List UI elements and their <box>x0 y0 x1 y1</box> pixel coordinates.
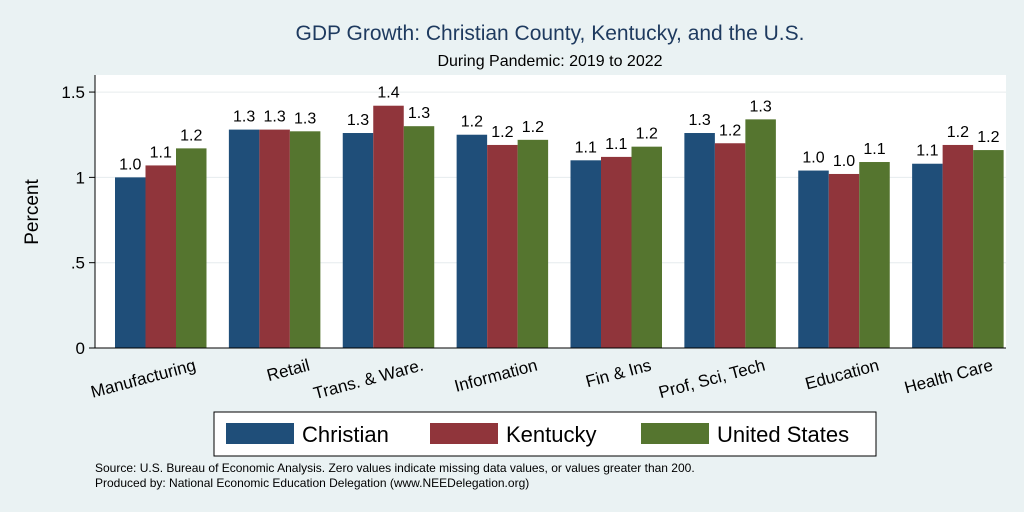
data-label: 1.1 <box>150 144 172 161</box>
data-label: 1.2 <box>522 119 544 136</box>
data-label: 1.1 <box>916 143 938 160</box>
legend-label: Kentucky <box>506 422 597 447</box>
category-labels: Manufacturing Retail Trans. & Ware. Informa… <box>89 356 995 404</box>
data-label: 1.2 <box>977 129 999 146</box>
bar-united-states <box>517 139 549 348</box>
bar-christian <box>684 133 715 348</box>
y-tick-label: 0 <box>76 339 85 358</box>
bar-christian <box>115 177 146 348</box>
source-note: Source: U.S. Bureau of Economic Analysis… <box>95 461 695 475</box>
y-tick-label: 1 <box>76 168 85 187</box>
y-axis-label: Percent <box>22 179 43 245</box>
chart-subtitle: During Pandemic: 2019 to 2022 <box>437 53 662 70</box>
legend-label: United States <box>717 422 849 447</box>
category-label: Information <box>452 356 539 396</box>
legend-swatch <box>430 423 498 444</box>
chart-title: GDP Growth: Christian County, Kentucky, … <box>296 22 805 45</box>
bar-kentucky <box>601 156 632 348</box>
category-label: Prof, Sci, Tech <box>657 356 767 403</box>
produced-by-note: Produced by: National Economic Education… <box>95 476 529 490</box>
bar-christian <box>798 170 829 348</box>
bar-kentucky <box>373 105 404 349</box>
bar-united-states <box>973 150 1004 348</box>
legend: Christian Kentucky United States <box>226 422 849 447</box>
data-labels: 1.0 1.1 1.2 1.3 1.3 1.3 1.3 1.4 1.3 1.2 1.2 1.2 1.1 1… <box>119 85 999 174</box>
bar-united-states <box>403 126 435 348</box>
bar-united-states <box>631 146 662 348</box>
legend-swatch <box>226 423 294 444</box>
data-label: 1.3 <box>408 105 430 122</box>
category-label: Manufacturing <box>89 356 198 402</box>
y-tick-label: 1.5 <box>61 83 85 102</box>
data-label: 1.3 <box>689 112 711 129</box>
bars <box>115 105 1004 349</box>
data-label: 1.4 <box>377 85 399 102</box>
bar-united-states <box>289 131 321 348</box>
data-label: 1.1 <box>605 136 627 153</box>
data-label: 1.2 <box>719 122 741 139</box>
legend-swatch <box>641 423 709 444</box>
y-tick-label: .5 <box>71 254 85 273</box>
category-label: Education <box>803 356 881 394</box>
bar-kentucky <box>145 165 176 348</box>
data-label: 1.1 <box>575 139 597 156</box>
bar-christian <box>228 129 260 348</box>
category-label: Trans. & Ware. <box>311 356 425 404</box>
data-label: 1.0 <box>802 150 824 167</box>
bar-kentucky <box>828 173 860 348</box>
data-label: 1.2 <box>947 124 969 141</box>
legend-box <box>213 411 877 457</box>
bar-christian <box>342 133 374 348</box>
bar-kentucky <box>259 129 290 348</box>
category-label: Health Care <box>902 356 995 398</box>
bar-united-states <box>176 148 207 348</box>
bar-united-states <box>859 162 890 348</box>
data-label: 1.3 <box>233 109 255 126</box>
bar-kentucky <box>487 144 518 348</box>
bar-kentucky <box>714 143 746 348</box>
data-label: 1.2 <box>461 114 483 131</box>
bar-christian <box>912 163 943 348</box>
data-label: 1.0 <box>119 156 141 173</box>
data-label: 1.2 <box>180 127 202 144</box>
data-label: 1.2 <box>491 124 513 141</box>
data-label: 1.2 <box>636 126 658 143</box>
bar-united-states <box>745 119 776 348</box>
data-label: 1.3 <box>750 98 772 115</box>
data-label: 1.0 <box>833 153 855 170</box>
data-label: 1.3 <box>347 112 369 129</box>
bar-christian <box>570 160 601 348</box>
legend-label: Christian <box>302 422 389 447</box>
data-label: 1.3 <box>294 110 316 127</box>
bar-kentucky <box>942 144 974 348</box>
bar-christian <box>456 134 488 348</box>
category-label: Fin & Ins <box>584 356 654 392</box>
y-ticks: 0 .5 1 1.5 <box>61 83 95 358</box>
data-label: 1.1 <box>863 141 885 158</box>
category-label: Retail <box>265 356 312 386</box>
data-label: 1.3 <box>264 109 286 126</box>
